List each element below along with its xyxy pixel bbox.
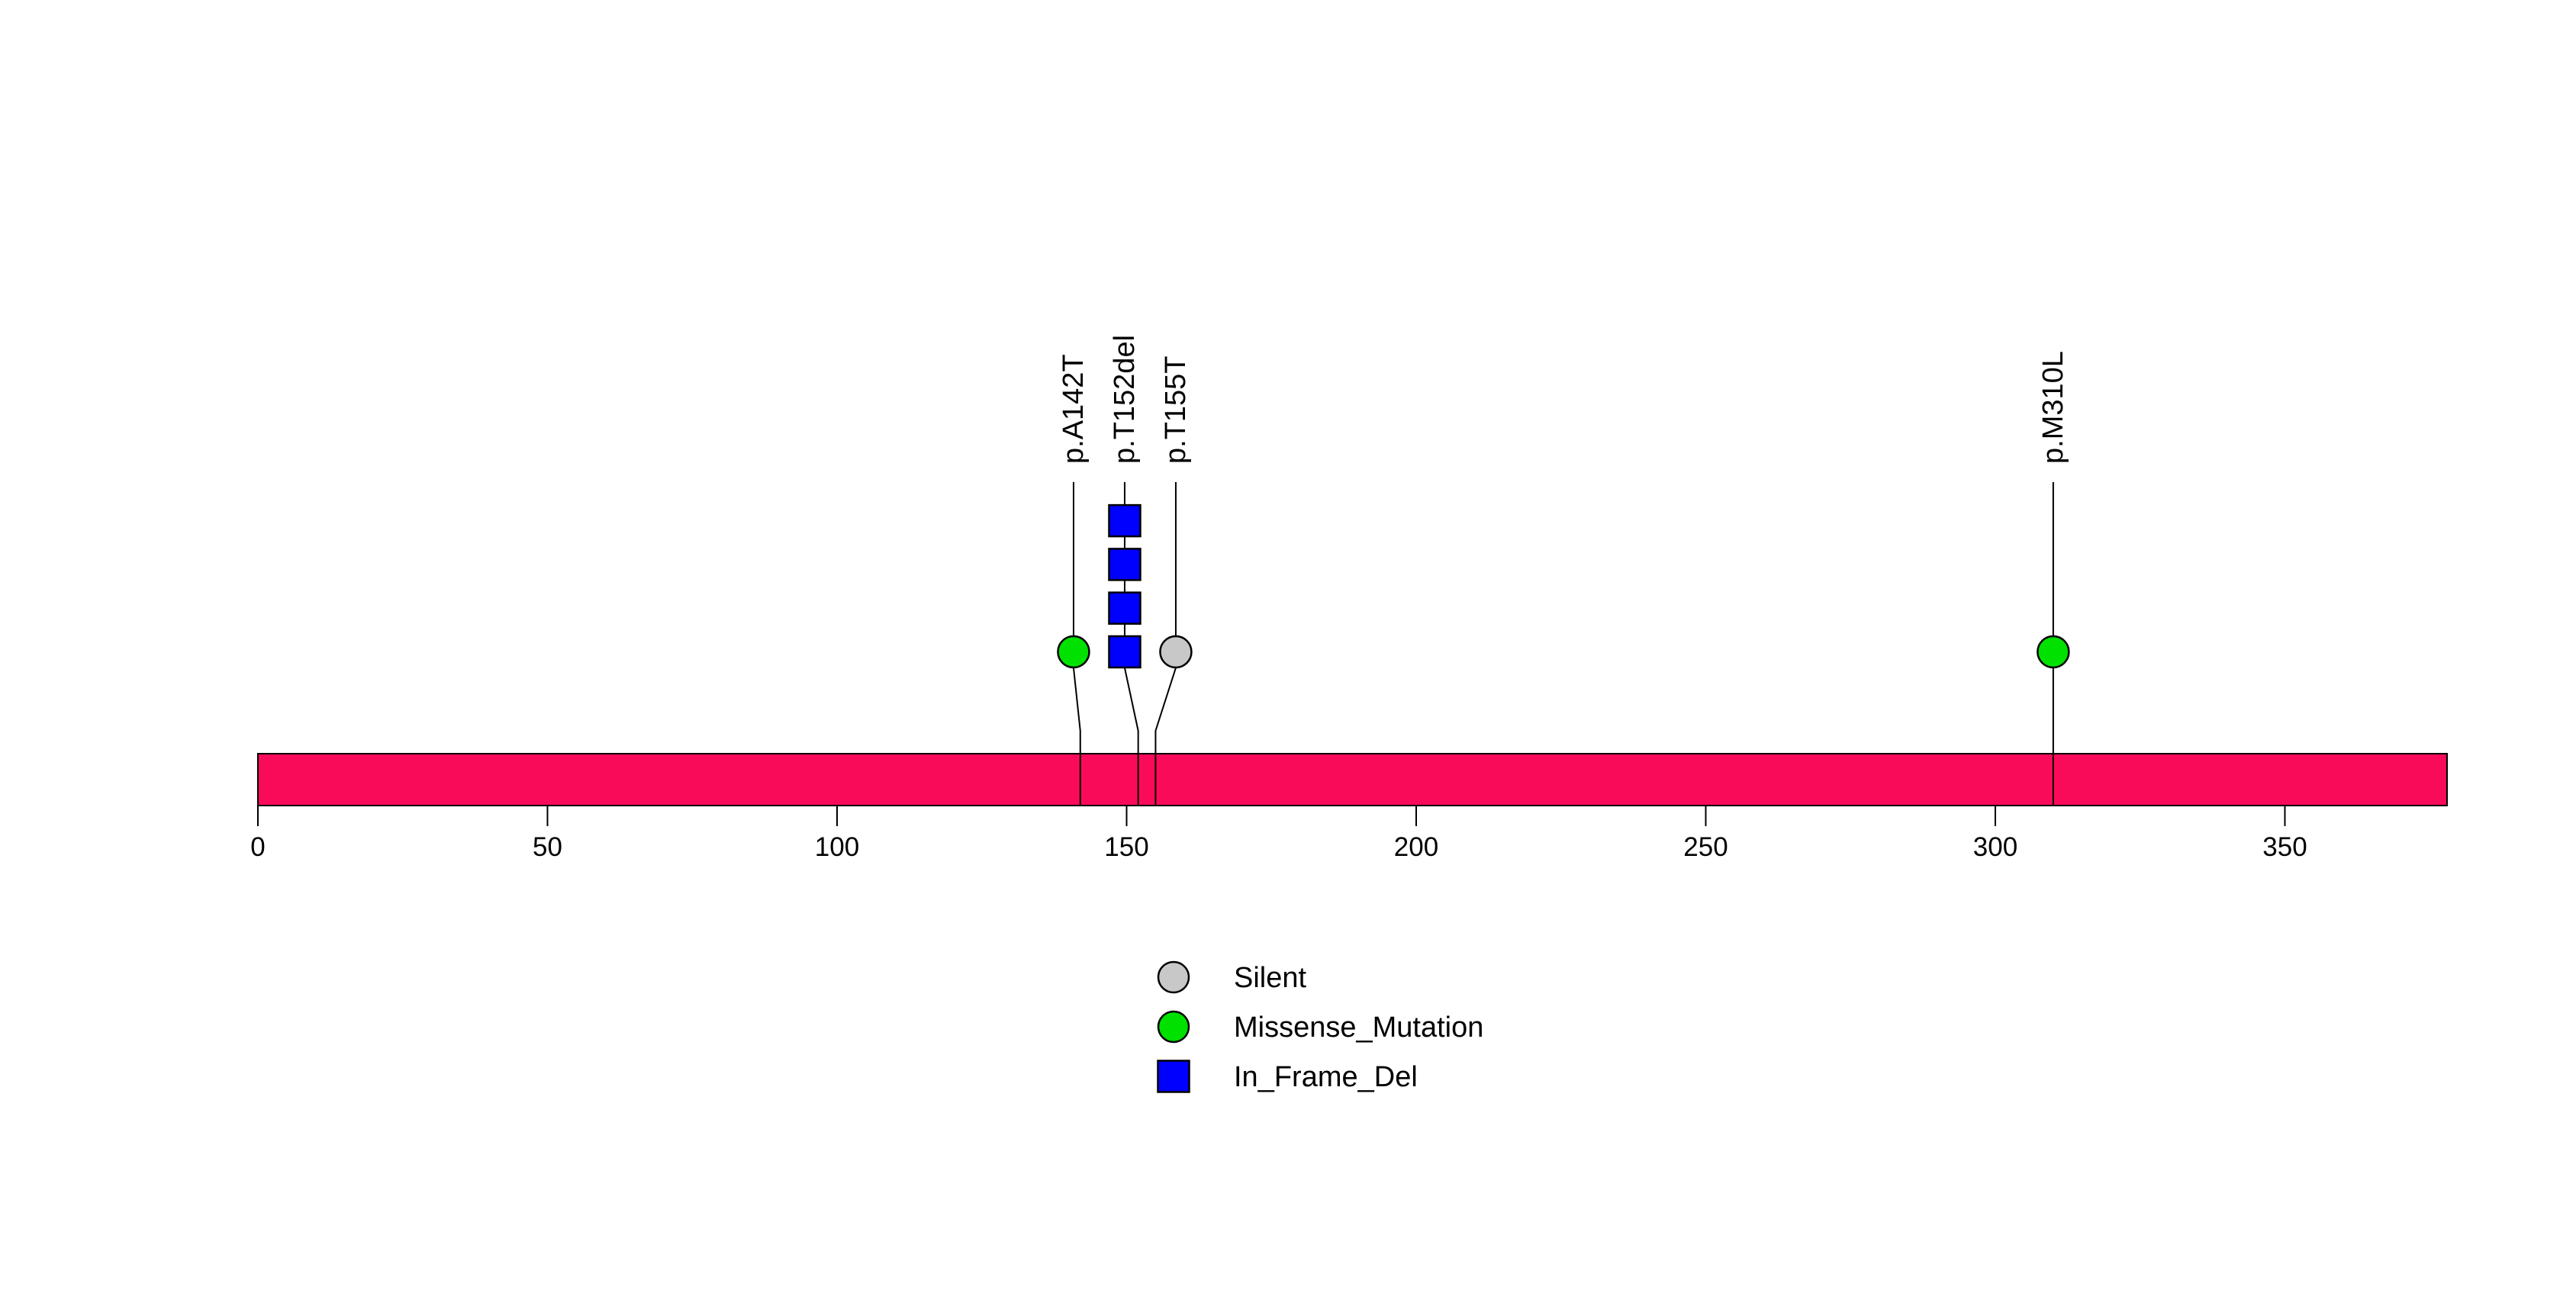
axis-tick-label: 300 — [1973, 832, 2017, 862]
legend-item: Missense_Mutation — [1157, 1010, 1483, 1044]
mutation-marker — [1108, 591, 1141, 625]
axis-tick-label: 350 — [2262, 832, 2307, 862]
legend-icon-silent — [1157, 960, 1190, 994]
legend-item: In_Frame_Del — [1157, 1060, 1418, 1093]
mutation-markers — [1057, 503, 2070, 669]
legend-item-label: Missense_Mutation — [1234, 1012, 1483, 1044]
x-axis: 0 50 100 150 200 250 300 350 — [250, 806, 2307, 862]
legend-icon-in_frame_del — [1157, 1060, 1190, 1093]
legend-icon-missense_mutation — [1157, 1010, 1190, 1044]
axis-tick-label: 200 — [1394, 832, 1438, 862]
axis-tick-label: 50 — [533, 832, 562, 862]
mutation-marker — [1108, 635, 1141, 669]
mutation-marker — [1159, 635, 1193, 669]
mutation-label: p.M310L — [2037, 351, 2069, 464]
mutation-stem — [1154, 482, 1177, 806]
legend-item-label: In_Frame_Del — [1234, 1061, 1418, 1093]
mutation-marker — [1108, 503, 1141, 538]
mutation-stem — [1072, 482, 1081, 806]
protein-bar-group — [257, 753, 2448, 806]
legend-item: Silent — [1157, 960, 1306, 994]
legend: Silent Missense_Mutation In_Frame_Del — [1157, 960, 1483, 1093]
protein-bar — [257, 753, 2448, 806]
mutation-marker — [1057, 635, 1090, 669]
mutation-marker — [2037, 635, 2070, 669]
mutation-labels: p.A142T p.T152del p.T155T p.M310L — [1058, 335, 2069, 464]
axis-tick-label: 250 — [1683, 832, 1728, 862]
mutation-label: p.T155T — [1160, 355, 1192, 464]
mutation-label: p.T152del — [1109, 335, 1141, 464]
axis-tick-label: 0 — [250, 832, 265, 862]
axis-tick-label: 150 — [1104, 832, 1148, 862]
legend-item-label: Silent — [1234, 962, 1306, 994]
axis-tick-label: 100 — [815, 832, 859, 862]
mutation-marker — [1108, 548, 1141, 581]
mutation-label: p.A142T — [1058, 354, 1090, 464]
